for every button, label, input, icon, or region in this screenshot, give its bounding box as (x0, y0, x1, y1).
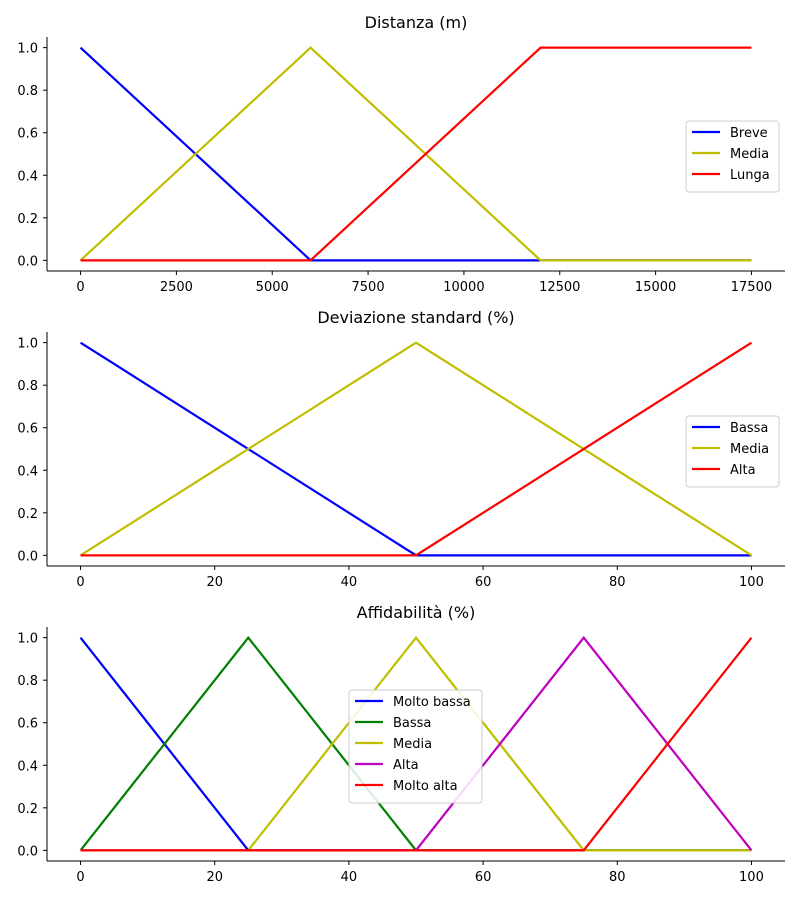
x-tick-label: 0 (76, 575, 84, 590)
chart-3: Affidabilità (%) 0 20 40 60 80 100 0.0 0.2 0.4 0.6… (17, 603, 785, 885)
legend-label: Breve (730, 126, 768, 141)
x-tick-label: 5000 (256, 280, 289, 295)
legend: Breve Media Lunga (685, 120, 780, 193)
x-tick-label: 12500 (539, 280, 580, 295)
y-tick-label: 1.0 (17, 632, 38, 647)
x-tick-label: 80 (609, 575, 626, 590)
y-tick-label: 0.2 (17, 212, 38, 227)
series-line-breve (79, 46, 752, 262)
x-tick-label: 20 (206, 575, 223, 590)
legend-label: Alta (393, 758, 419, 773)
x-tick-label: 0 (76, 870, 84, 885)
x-tick-label: 80 (609, 870, 626, 885)
y-tick-label: 0.4 (17, 464, 38, 479)
chart-2: Deviazione standard (%) 0 20 40 60 80 100 0.0 0.… (17, 308, 785, 590)
y-tick-label: 1.0 (17, 337, 38, 352)
y-tick-label: 0.8 (17, 379, 38, 394)
y-tick-label: 0.8 (17, 84, 38, 99)
legend-box (348, 689, 483, 804)
legend-label: Molto bassa (393, 695, 471, 710)
series-line-media (79, 46, 752, 262)
legend-label: Bassa (730, 421, 768, 436)
legend-label: Media (730, 442, 769, 457)
y-tick-label: 0.0 (17, 549, 38, 564)
y-tick-label: 0.0 (17, 254, 38, 269)
series-line-media (79, 341, 753, 557)
x-tick-label: 10000 (443, 280, 484, 295)
legend-label: Media (393, 737, 432, 752)
chart-title: Distanza (m) (365, 13, 468, 32)
y-tick-label: 0.4 (17, 169, 38, 184)
series-line-alta (80, 341, 753, 557)
x-tick-label: 100 (739, 870, 764, 885)
x-tick-label: 60 (475, 575, 492, 590)
legend: Bassa Media Alta (685, 415, 780, 488)
x-tick-label: 0 (76, 280, 84, 295)
x-tick-label: 7500 (352, 280, 385, 295)
x-tick-label: 100 (739, 575, 764, 590)
y-tick-label: 0.2 (17, 802, 38, 817)
y-tick-label: 0.6 (17, 422, 38, 437)
x-tick-label: 40 (341, 870, 358, 885)
x-tick-label: 40 (341, 575, 358, 590)
y-tick-label: 0.0 (17, 844, 38, 859)
x-tick-label: 15000 (635, 280, 676, 295)
legend-label: Media (730, 147, 769, 162)
legend: Molto bassa Bassa Media Alta Molto alta (348, 689, 483, 804)
chart-1: Distanza (m) 0 2500 5000 7500 10000 12500 15000… (17, 13, 785, 295)
chart-title: Affidabilità (%) (357, 603, 476, 622)
legend-label: Bassa (393, 716, 431, 731)
legend-label: Molto alta (393, 779, 458, 794)
x-tick-label: 20 (206, 870, 223, 885)
series-line-bassa (79, 341, 752, 557)
x-tick-label: 60 (475, 870, 492, 885)
legend-label: Alta (730, 463, 756, 478)
x-tick-label: 17500 (731, 280, 772, 295)
y-tick-label: 0.2 (17, 507, 38, 522)
y-tick-label: 0.4 (17, 759, 38, 774)
x-tick-label: 2500 (160, 280, 193, 295)
series-line-lunga (80, 46, 752, 262)
y-tick-label: 0.6 (17, 717, 38, 732)
y-tick-label: 0.8 (17, 674, 38, 689)
y-tick-label: 0.6 (17, 127, 38, 142)
y-tick-label: 1.0 (17, 42, 38, 57)
chart-title: Deviazione standard (%) (317, 308, 514, 327)
series-line-molto-alta (80, 636, 753, 852)
legend-label: Lunga (730, 168, 770, 183)
